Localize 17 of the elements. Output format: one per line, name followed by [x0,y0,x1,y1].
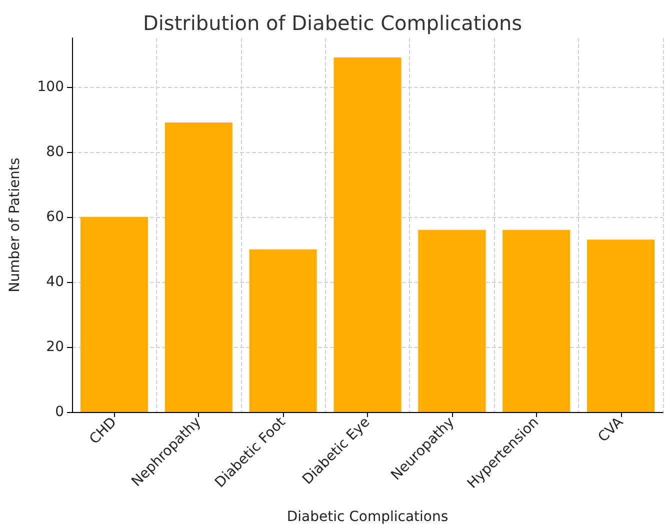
bar [418,230,486,412]
x-axis-title: Diabetic Complications [286,509,448,525]
x-tick-label: CVA [595,414,627,446]
y-tick-label: 60 [46,208,64,225]
bar [164,122,232,412]
y-tick-label: 80 [46,144,64,160]
bar [334,58,402,412]
y-tick-label: 100 [37,78,64,95]
bar [502,230,570,412]
y-tick-label: 20 [46,338,64,355]
y-tick-label: 0 [55,404,64,420]
y-tick-label: 40 [46,274,64,290]
bar [587,240,655,412]
bar [249,249,317,412]
bar [80,216,148,412]
chart-title: Distribution of Diabetic Complications [142,11,522,35]
y-axis-title: Number of Patients [7,158,23,292]
